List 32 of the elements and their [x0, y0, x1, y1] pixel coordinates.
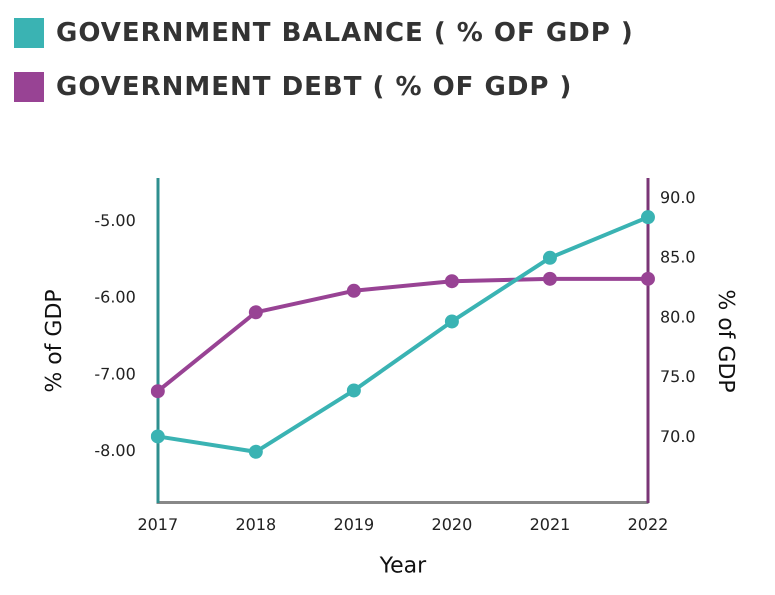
- point: [248, 305, 263, 320]
- x-tick-label: 2018: [235, 515, 276, 534]
- point: [248, 444, 263, 459]
- y2-tick-label: 70.0: [660, 426, 696, 446]
- point: [542, 272, 557, 286]
- legend-label: GOVERNMENT DEBT ( % OF GDP ): [56, 72, 572, 102]
- point: [542, 250, 557, 265]
- point: [346, 383, 361, 398]
- point: [444, 314, 459, 328]
- y2-tick-label: 75.0: [660, 367, 696, 386]
- x-tick-label: 2017: [137, 515, 178, 534]
- y-tick-label: -7.00: [94, 364, 136, 384]
- x-tick-label: 2020: [432, 515, 472, 534]
- point: [640, 272, 655, 286]
- y-tick-label: -5.00: [94, 210, 136, 230]
- point: [150, 429, 165, 444]
- x-tick-label: 2021: [530, 515, 570, 534]
- y-axis-title: % of GDP: [42, 289, 67, 393]
- y-tick-label: -8.00: [94, 440, 136, 460]
- y2-tick-label: 80.0: [660, 307, 696, 326]
- y2-tick-label: 90.0: [660, 188, 696, 207]
- point: [346, 284, 361, 298]
- y-tick-label: -6.00: [94, 288, 136, 307]
- x-tick-label: 2022: [628, 515, 668, 534]
- y2-axis-title: % of GDP: [713, 289, 738, 393]
- legend-label: GOVERNMENT BALANCE ( % OF GDP ): [56, 18, 634, 48]
- point: [150, 384, 165, 398]
- y2-tick-label: 85.0: [660, 248, 696, 267]
- x-axis-title: Year: [378, 554, 428, 579]
- x-tick-label: 2019: [334, 515, 374, 534]
- point: [444, 274, 459, 288]
- point: [640, 210, 655, 224]
